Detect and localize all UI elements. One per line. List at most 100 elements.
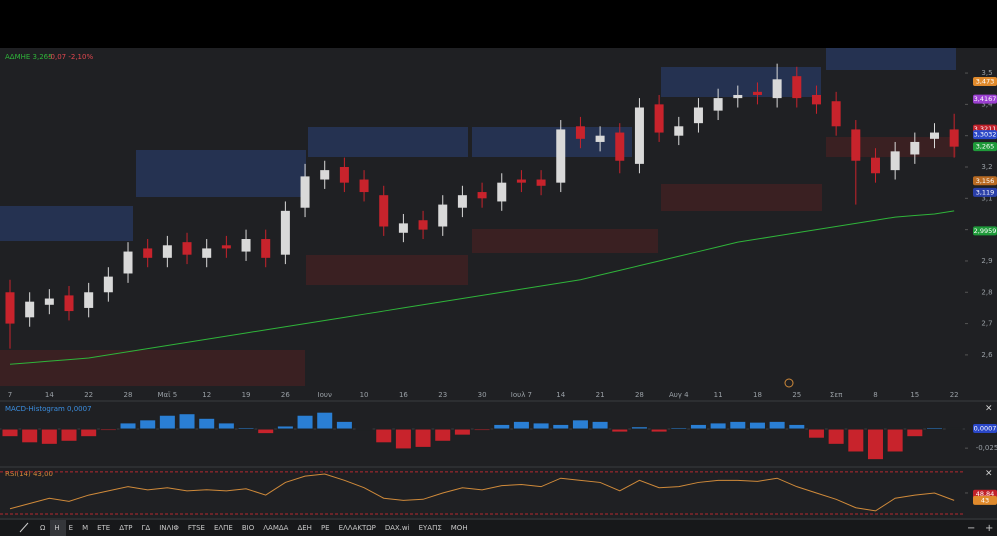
toolbar-item[interactable]: ΛΑΜΔΑ bbox=[263, 524, 288, 532]
candle-body bbox=[398, 223, 408, 233]
event-icon[interactable] bbox=[784, 378, 794, 388]
toolbar-bg bbox=[0, 520, 997, 536]
candle-body bbox=[143, 248, 153, 258]
candle-body bbox=[182, 242, 192, 255]
macd-title: MACD-Histogram 0,0007 bbox=[5, 405, 92, 413]
candle-body bbox=[477, 192, 487, 199]
histogram-bar bbox=[552, 423, 570, 430]
histogram-bar bbox=[670, 426, 688, 430]
price-badge bbox=[973, 226, 997, 236]
histogram-bar bbox=[886, 428, 904, 453]
price-badge bbox=[973, 142, 997, 152]
histogram-bar bbox=[512, 420, 530, 430]
toolbar-item[interactable]: DAX.wi bbox=[385, 524, 410, 532]
candle-body bbox=[261, 239, 271, 258]
price-label: 43 bbox=[981, 496, 989, 504]
price-label: 3,3032 bbox=[974, 131, 997, 139]
toolbar-item[interactable]: Η bbox=[54, 524, 59, 532]
toolbar-item[interactable]: ΔΤΡ bbox=[119, 524, 132, 532]
candle-body bbox=[910, 141, 920, 155]
candle-body bbox=[811, 94, 821, 105]
y-tick-label: 3,4 bbox=[981, 100, 993, 108]
toolbar-item[interactable]: ΕΛΠΕ bbox=[214, 524, 233, 532]
candle-body bbox=[300, 176, 310, 208]
candle-body bbox=[851, 129, 861, 161]
candle-body bbox=[575, 126, 585, 139]
histogram-bar bbox=[453, 428, 471, 436]
histogram-bar bbox=[237, 426, 255, 430]
toolbar-item[interactable]: Ε bbox=[69, 524, 73, 532]
histogram-bar bbox=[768, 420, 786, 430]
draw-tool[interactable] bbox=[19, 522, 29, 533]
candle-body bbox=[497, 182, 507, 202]
toolbar-item[interactable]: ΔΕΗ bbox=[297, 524, 311, 532]
toolbar-item[interactable]: ΕΤΕ bbox=[97, 524, 110, 532]
candle-body bbox=[654, 104, 664, 133]
price-badge bbox=[973, 187, 997, 197]
toolbar: − + Ω Η Ε Μ ΕΤΕ ΔΤΡ ΓΔ ΙΝΛΙΦ FTSE ΕΛΠΕ ΒΙΟ ΛΑΜΔΑ ΔΕΗ… bbox=[0, 520, 997, 536]
histogram-bar bbox=[60, 428, 78, 442]
close-pane[interactable]: × bbox=[985, 469, 993, 479]
toolbar-item[interactable]: ΕΛΛΑΚΤΩΡ bbox=[339, 524, 376, 532]
toolbar-item[interactable]: FTSE bbox=[188, 524, 205, 532]
zoom-in[interactable]: + bbox=[985, 523, 993, 534]
price-label: 0,0007 bbox=[974, 424, 997, 432]
x-tick-label: 14 bbox=[556, 391, 565, 399]
candle-body bbox=[595, 135, 605, 142]
histogram-bar bbox=[316, 411, 334, 430]
candle-body bbox=[64, 295, 74, 312]
x-tick-label: 19 bbox=[242, 391, 251, 399]
price-label: 3,156 bbox=[976, 177, 995, 185]
toolbar-item[interactable]: ΜΟΗ bbox=[451, 524, 468, 532]
candle-body bbox=[713, 98, 723, 111]
histogram-bar bbox=[296, 414, 314, 430]
symbol: ΑΔΜΗΕ 3,265 bbox=[5, 53, 53, 61]
histogram-bar bbox=[493, 423, 511, 430]
price-badge bbox=[973, 77, 997, 87]
toolbar-item[interactable]: Ω bbox=[40, 524, 46, 532]
histogram-bar bbox=[257, 428, 275, 435]
histogram-bar bbox=[611, 428, 629, 433]
price-label: 3,119 bbox=[976, 188, 995, 196]
histogram-bar bbox=[748, 421, 766, 430]
histogram-bar bbox=[80, 428, 98, 438]
toolbar-item[interactable]: ΓΔ bbox=[142, 524, 151, 532]
histogram-bar bbox=[866, 428, 884, 461]
x-tick-label: 11 bbox=[714, 391, 723, 399]
toolbar-item[interactable]: ΙΝΛΙΦ bbox=[159, 524, 179, 532]
candle-body bbox=[752, 91, 762, 95]
histogram-bar bbox=[689, 423, 707, 430]
histogram-bar bbox=[729, 420, 747, 430]
zoom-out[interactable]: − bbox=[967, 523, 975, 534]
candle-body bbox=[320, 170, 330, 180]
histogram-bar bbox=[1, 428, 19, 438]
close-pane[interactable]: × bbox=[985, 404, 993, 414]
candle-body bbox=[949, 129, 959, 147]
candle-body bbox=[870, 157, 880, 174]
y-tick-label: 3,5 bbox=[981, 69, 992, 77]
toolbar-item[interactable]: ΡΕ bbox=[321, 524, 330, 532]
x-tick-label: 23 bbox=[438, 391, 447, 399]
x-tick-label: 16 bbox=[399, 391, 408, 399]
candle-body bbox=[44, 298, 54, 305]
candle-body bbox=[123, 251, 133, 274]
x-tick-label: Ιουλ 7 bbox=[511, 391, 532, 399]
candle-body bbox=[84, 292, 94, 308]
zones bbox=[0, 48, 956, 386]
histogram-bar bbox=[630, 426, 648, 430]
histogram-bar bbox=[945, 427, 963, 430]
x-tick-label: 7 bbox=[8, 391, 12, 399]
histogram-bar bbox=[847, 428, 865, 453]
background bbox=[0, 48, 997, 536]
candle-body bbox=[674, 126, 684, 136]
toolbar-item[interactable]: ΒΙΟ bbox=[242, 524, 255, 532]
price-label: 3,473 bbox=[976, 78, 995, 86]
x-tick-label: Αυγ 4 bbox=[669, 391, 689, 399]
histogram-bar bbox=[473, 428, 491, 432]
candle-body bbox=[615, 132, 625, 161]
toolbar-item[interactable]: Μ bbox=[82, 524, 88, 532]
x-tick-label: 30 bbox=[478, 391, 487, 399]
y-tick-label: 2,6 bbox=[981, 351, 993, 359]
toolbar-item[interactable]: ΕΥΑΠΣ bbox=[419, 524, 442, 532]
